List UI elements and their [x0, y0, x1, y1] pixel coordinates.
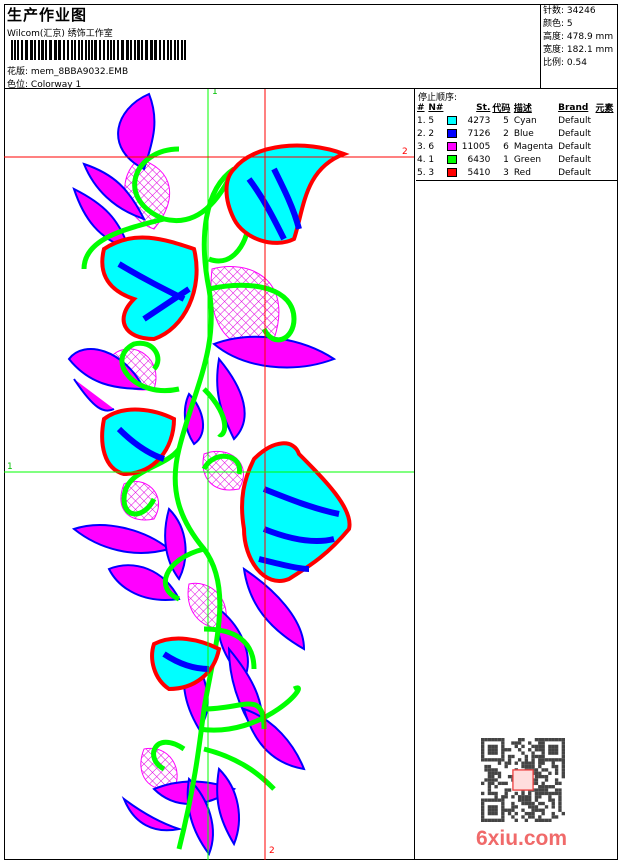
- col-brand: Brand: [558, 102, 589, 113]
- width-value: 182.1 mm: [566, 45, 614, 55]
- guide-label-v2: 2: [269, 846, 275, 856]
- row-description: Magenta: [513, 141, 554, 152]
- row-code: 1: [503, 154, 509, 165]
- row-element: [595, 114, 617, 127]
- row-index: 2.: [417, 128, 426, 139]
- table-row: 3. 6 11005 6 Magenta Default: [416, 140, 616, 153]
- color-swatch: [446, 127, 459, 140]
- guide-label-v1: 1: [212, 89, 218, 97]
- col-needle: N#: [428, 102, 444, 113]
- col-stitches: St.: [476, 102, 491, 113]
- row-needle: 2: [428, 128, 435, 139]
- stop-sequence-title: 停止顺序:: [418, 93, 458, 103]
- height-value: 478.9 mm: [566, 32, 614, 42]
- panel-divider: [416, 180, 618, 181]
- row-stitches: 6430: [467, 154, 491, 165]
- col-code: 代码: [492, 104, 511, 114]
- guide-lines: [4, 89, 414, 860]
- color-swatch: [446, 114, 459, 127]
- height-label: 高度:: [543, 32, 565, 42]
- file-label: 花版:: [7, 67, 29, 77]
- file-name-row: 花版: mem_8BBA9032.EMB: [7, 64, 128, 77]
- row-description: Blue: [513, 128, 534, 139]
- row-needle: 1: [428, 154, 435, 165]
- row-needle: 3: [428, 167, 435, 178]
- table-header: # N# St. 代码 描述 Brand 元素: [416, 101, 616, 115]
- stop-sequence-panel: 停止顺序: # N# St. 代码 描述 Brand 元素 1. 5 4273 …: [416, 89, 618, 181]
- row-index: 4.: [417, 154, 426, 165]
- guide-label-h2: 2: [402, 147, 408, 157]
- row-stitches: 11005: [461, 141, 491, 152]
- row-stitches: 5410: [467, 167, 491, 178]
- header: 生产作业图 Wilcom(汇京) 绣饰工作室 花版: mem_8BBA9032.…: [4, 4, 618, 90]
- row-description: Red: [513, 167, 531, 178]
- scale-label: 比例:: [543, 58, 565, 68]
- col-element: 元素: [595, 104, 614, 114]
- file-name: mem_8BBA9032.EMB: [30, 67, 129, 77]
- table-row: 4. 1 6430 1 Green Default: [416, 153, 616, 166]
- barcode: [11, 40, 191, 60]
- colors-value: 5: [566, 19, 573, 29]
- watermark-logo: 6xiu.com: [476, 827, 568, 850]
- scale-value: 0.54: [566, 58, 587, 68]
- row-element: [595, 166, 617, 179]
- row-code: 2: [503, 128, 509, 139]
- row-element: [595, 140, 617, 153]
- row-code: 6: [503, 141, 509, 152]
- qr-code: [481, 738, 565, 822]
- colors-label: 颜色:: [543, 19, 565, 29]
- row-description: Green: [513, 154, 542, 165]
- row-index: 3.: [417, 141, 426, 152]
- row-needle: 5: [428, 115, 435, 126]
- embroidery-design: [4, 89, 414, 860]
- row-element: [595, 127, 617, 140]
- stitches-label: 针数:: [543, 6, 565, 16]
- row-stitches: 4273: [467, 115, 491, 126]
- stitches-value: 34246: [566, 6, 596, 16]
- table-row: 1. 5 4273 5 Cyan Default: [416, 114, 616, 127]
- row-brand: Default: [558, 115, 591, 126]
- row-stitches: 7126: [467, 128, 491, 139]
- col-description: 描述: [513, 104, 532, 114]
- row-element: [595, 153, 617, 166]
- row-code: 3: [503, 167, 509, 178]
- colorway-row: 色位: Colorway 1: [7, 77, 81, 90]
- guide-label-h1: 1: [7, 462, 13, 472]
- company-name: Wilcom(汇京) 绣饰工作室: [7, 29, 113, 39]
- row-brand: Default: [558, 128, 591, 139]
- color-swatch: [446, 166, 459, 179]
- row-needle: 6: [428, 141, 435, 152]
- width-label: 宽度:: [543, 45, 565, 55]
- design-info: 针数: 34246 颜色: 5 高度: 478.9 mm 宽度: 182.1 m…: [540, 4, 618, 89]
- color-swatch: [446, 153, 459, 166]
- flowers: [100, 143, 352, 692]
- row-brand: Default: [558, 167, 591, 178]
- page-title: 生产作业图: [7, 6, 88, 24]
- table-row: 5. 3 5410 3 Red Default: [416, 166, 616, 179]
- row-brand: Default: [558, 141, 591, 152]
- col-index: #: [417, 102, 425, 113]
- table-row: 2. 2 7126 2 Blue Default: [416, 127, 616, 140]
- design-canvas: 1 2 2 1: [4, 89, 415, 860]
- row-index: 5.: [417, 167, 426, 178]
- colorway-label: 色位:: [7, 80, 29, 90]
- row-code: 5: [503, 115, 509, 126]
- row-description: Cyan: [513, 115, 537, 126]
- colorway-value: Colorway 1: [30, 80, 82, 90]
- color-swatch: [446, 140, 459, 153]
- stems: [81, 146, 301, 850]
- stop-sequence-table: # N# St. 代码 描述 Brand 元素 1. 5 4273 5 Cyan…: [416, 101, 616, 179]
- row-brand: Default: [558, 154, 591, 165]
- row-index: 1.: [417, 115, 426, 126]
